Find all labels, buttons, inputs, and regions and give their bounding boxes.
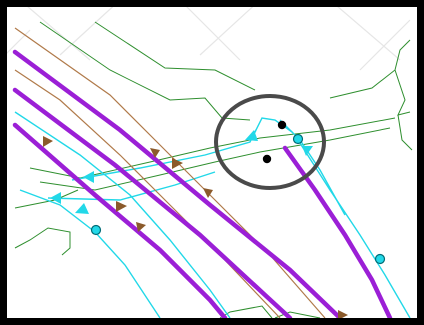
point-layer: [90, 120, 386, 265]
boundary-line: [274, 311, 321, 319]
station-point-icon[interactable]: [90, 224, 102, 236]
flow-arrow-icon: [50, 192, 61, 204]
boundary-line: [39, 127, 391, 191]
station-point-icon[interactable]: [292, 133, 304, 145]
flow-arrow-group: [50, 130, 313, 214]
watermark-line: [329, 0, 401, 61]
junction-point-icon[interactable]: [262, 154, 272, 164]
watermark-line: [359, 19, 411, 71]
route-arrow-icon[interactable]: [203, 188, 213, 198]
boundary-line: [219, 305, 273, 319]
water-line: [14, 111, 231, 319]
boundary-layer: [14, 21, 413, 319]
watermark-line: [179, 0, 241, 61]
flow-arrow-icon: [302, 146, 313, 156]
boundary-line: [397, 114, 413, 151]
watermark-layer: [0, 0, 411, 71]
boundary-line: [14, 227, 71, 256]
route-arrow-icon[interactable]: [136, 222, 146, 232]
water-line: [279, 119, 346, 216]
flow-arrow-icon: [83, 171, 94, 183]
watermark-line: [19, 0, 91, 61]
rail-line: [12, 122, 228, 321]
route-arrow-icon[interactable]: [172, 158, 183, 169]
boundary-line: [329, 39, 411, 99]
rail-line: [12, 49, 343, 321]
watermark-line: [199, 0, 261, 56]
route-arrow-icon[interactable]: [150, 148, 160, 158]
ring-highlight-icon: [214, 94, 326, 190]
water-line: [254, 117, 293, 133]
route-arrow-group: [43, 136, 348, 320]
route-line: [14, 27, 326, 319]
flow-arrow-icon: [75, 203, 89, 214]
route-arrow-icon[interactable]: [43, 136, 53, 147]
route-arrow-icon[interactable]: [338, 310, 348, 320]
station-point-icon[interactable]: [374, 253, 386, 265]
boundary-line: [394, 69, 411, 116]
watermark-line: [59, 0, 121, 56]
rail-line: [12, 87, 293, 321]
rail-line: [282, 145, 393, 321]
boundary-line: [29, 117, 396, 179]
flow-arrow-icon: [245, 130, 258, 141]
water-line: [19, 189, 161, 319]
junction-point-icon[interactable]: [277, 120, 287, 130]
boundary-line: [39, 21, 251, 121]
water-line: [297, 139, 411, 319]
boundary-line: [94, 21, 256, 91]
route-arrow-icon[interactable]: [116, 201, 127, 212]
rail-layer: [12, 49, 393, 321]
water-layer: [14, 111, 411, 319]
